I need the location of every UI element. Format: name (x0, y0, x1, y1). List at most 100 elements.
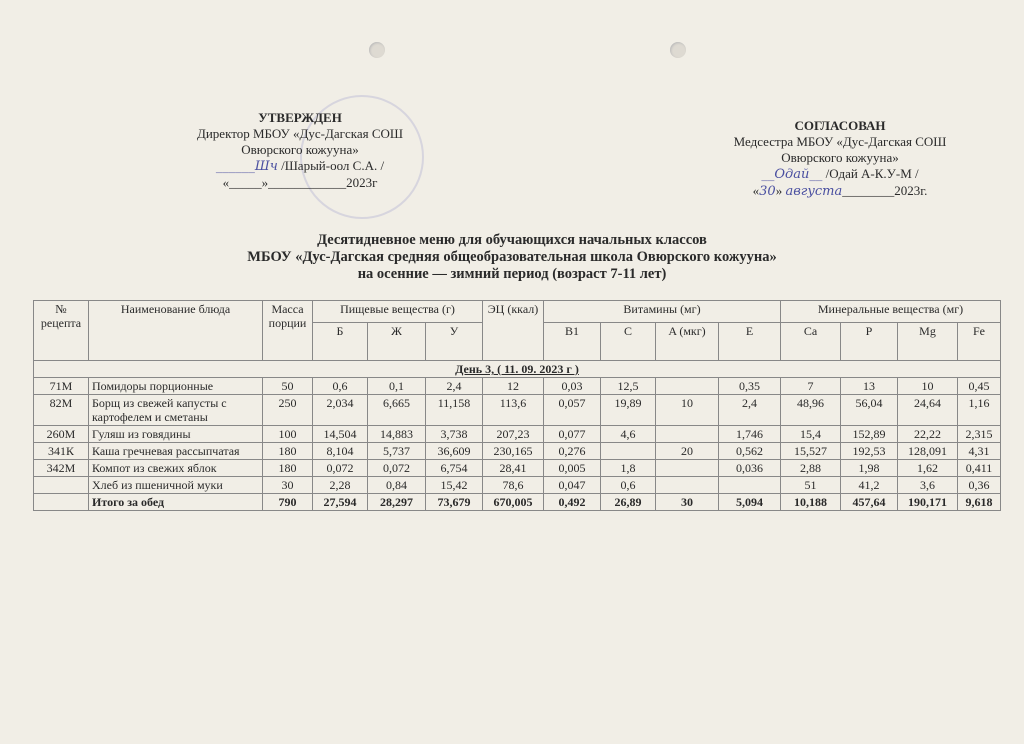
table-cell: 15,527 (780, 442, 841, 460)
table-cell (33, 493, 89, 511)
table-cell: 0,35 (718, 377, 781, 395)
table-row: 82М Борщ из свежей капусты с картофелем и… (33, 394, 1001, 426)
table-cell: 2,28 (312, 476, 368, 494)
table-cell: 20 (655, 442, 719, 460)
dish-name: Итого за обед (88, 493, 263, 511)
table-cell: 1,746 (718, 425, 781, 443)
table-cell: 36,609 (425, 442, 483, 460)
dish-name: Каша гречневая рассыпчатая (88, 442, 263, 460)
header-vc: C (600, 322, 656, 361)
table-cell: 790 (262, 493, 313, 511)
table-cell: 28,41 (482, 459, 544, 477)
table-cell: 0,077 (543, 425, 601, 443)
header-nutrients: Пищевые вещества (г) (312, 300, 483, 323)
table-cell: 190,171 (897, 493, 958, 511)
table-cell: 19,89 (600, 394, 656, 426)
table-cell: 26,89 (600, 493, 656, 511)
table-cell: 4,31 (957, 442, 1001, 460)
table-cell: 50 (262, 377, 313, 395)
header-vitamins: Витамины (мг) (543, 300, 781, 323)
table-cell: 0,6 (600, 476, 656, 494)
table-cell: 670,005 (482, 493, 544, 511)
table-cell: 78,6 (482, 476, 544, 494)
table-row: Хлеб из пшеничной муки 30 2,28 0,84 15,42 78,… (33, 476, 1001, 494)
table-cell: 14,504 (312, 425, 368, 443)
table-cell: 152,89 (840, 425, 898, 443)
header-b: Б (312, 322, 368, 361)
table-cell (655, 425, 719, 443)
header-recipe: № рецепта (33, 300, 89, 361)
table-cell: 10 (897, 377, 958, 395)
table-cell: 260М (33, 425, 89, 443)
dish-name: Компот из свежих яблок (88, 459, 263, 477)
table-cell: 8,104 (312, 442, 368, 460)
table-cell: 0,072 (367, 459, 426, 477)
table-cell: 457,64 (840, 493, 898, 511)
table-cell: 250 (262, 394, 313, 426)
header-c: У (425, 322, 483, 361)
table-cell: 12,5 (600, 377, 656, 395)
title-line1: Десятидневное меню для обучающихся начал… (317, 232, 707, 248)
table-cell: 100 (262, 425, 313, 443)
stamp (300, 95, 424, 219)
table-cell: 28,297 (367, 493, 426, 511)
table-cell: 6,754 (425, 459, 483, 477)
table-cell: 22,22 (897, 425, 958, 443)
table-cell: 7 (780, 377, 841, 395)
day-row: День 3, ( 11. 09. 2023 г ) (33, 360, 1001, 378)
table-cell: 180 (262, 459, 313, 477)
table-cell: 113,6 (482, 394, 544, 426)
table-cell: 0,276 (543, 442, 601, 460)
agreed-signer: __Одай__ /Одай А-К.У-М / (761, 166, 919, 182)
dish-name: Хлеб из пшеничной муки (88, 476, 263, 494)
table-cell: 1,62 (897, 459, 958, 477)
table-cell: 56,04 (840, 394, 898, 426)
agreed-date: «30» августа________2023г. (752, 183, 928, 199)
table-cell: 15,4 (780, 425, 841, 443)
table-cell: 5,737 (367, 442, 426, 460)
table-cell: 230,165 (482, 442, 544, 460)
table-cell (600, 442, 656, 460)
table-cell: 0,072 (312, 459, 368, 477)
table-cell: 1,8 (600, 459, 656, 477)
table-cell: 0,36 (957, 476, 1001, 494)
table-cell (655, 476, 719, 494)
agreed-line2: Овюрского кожууна» (781, 150, 899, 165)
table-cell: 9,618 (957, 493, 1001, 511)
table-row: 341К Каша гречневая рассыпчатая 180 8,104 5,… (33, 442, 1001, 460)
header-ca: Ca (780, 322, 841, 361)
table-cell: 3,6 (897, 476, 958, 494)
table-cell: 0,562 (718, 442, 781, 460)
table-cell: 13 (840, 377, 898, 395)
table-cell: 4,6 (600, 425, 656, 443)
table-cell: 1,98 (840, 459, 898, 477)
table-cell: 2,88 (780, 459, 841, 477)
table-cell: 2,4 (425, 377, 483, 395)
header-p: P (840, 322, 898, 361)
agreed-block: СОГЛАСОВАН Медсестра МБОУ «Дус-Дагская С… (705, 118, 975, 200)
dish-name: Борщ из свежей капусты с картофелем и см… (88, 394, 263, 426)
table-cell (655, 459, 719, 477)
table-cell: 27,594 (312, 493, 368, 511)
table-cell: 0,1 (367, 377, 426, 395)
approved-line1: Директор МБОУ «Дус-Дагская СОШ (196, 126, 404, 141)
table-cell: 207,23 (482, 425, 544, 443)
table-cell: 30 (655, 493, 719, 511)
header-ve: E (718, 322, 781, 361)
document-title: Десятидневное меню для обучающихся начал… (0, 232, 1024, 283)
punch-hole (369, 42, 385, 58)
table-cell: 12 (482, 377, 544, 395)
title-line2: МБОУ «Дус-Дагская средняя общеобразовате… (247, 249, 777, 265)
approved-title: УТВЕРЖДЕН (258, 110, 342, 125)
table-cell: 0,005 (543, 459, 601, 477)
table-cell: 51 (780, 476, 841, 494)
table-cell: 2,034 (312, 394, 368, 426)
total-row: Итого за обед 790 27,594 28,297 73,679 670,00… (33, 493, 1001, 511)
header-name: Наименование блюда (88, 300, 263, 361)
title-line3: на осенние — зимний период (возраст 7-11… (357, 266, 667, 282)
approved-date: «_____»____________2023г (222, 175, 378, 190)
table-row: 342М Компот из свежих яблок 180 0,072 0,072 6… (33, 459, 1001, 477)
header-va: A (мкг) (655, 322, 719, 361)
table-cell: 73,679 (425, 493, 483, 511)
table-cell: 6,665 (367, 394, 426, 426)
